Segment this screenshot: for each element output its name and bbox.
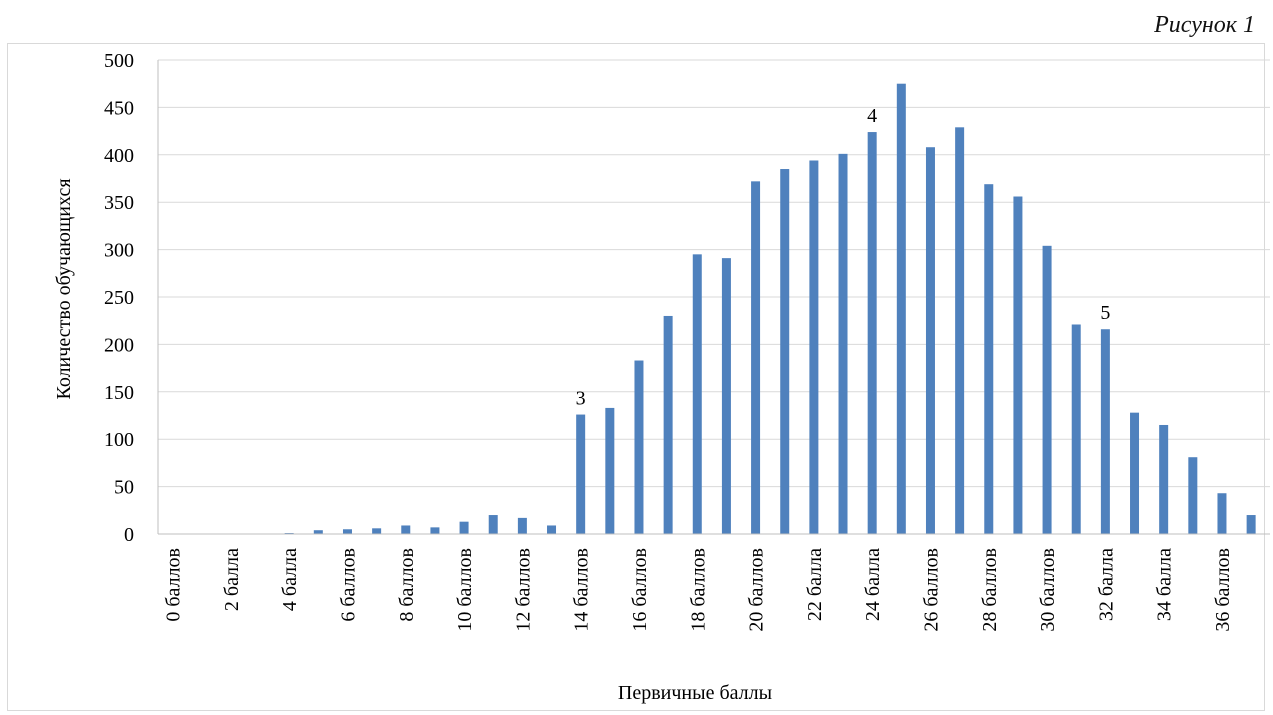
x-tick-label: 4 балла (279, 548, 301, 611)
y-tick-label: 500 (104, 50, 134, 72)
bar (372, 528, 382, 534)
y-axis-title: Количество обучающихся (53, 178, 75, 399)
bar (721, 258, 731, 534)
bar (342, 529, 352, 534)
bar (751, 181, 761, 534)
y-tick-label: 300 (104, 240, 134, 262)
bar (576, 414, 586, 534)
x-tick-label: 26 баллов (920, 548, 942, 632)
bar (1013, 196, 1023, 534)
x-tick-label: 14 баллов (571, 548, 593, 632)
bar (547, 525, 557, 534)
bars (284, 83, 1256, 535)
x-tick-label: 34 балла (1154, 548, 1176, 621)
bar (692, 254, 702, 534)
y-tick-label: 100 (104, 429, 134, 451)
y-tick-labels: 0 50 100 150 200 250 300 350 400 450 500 (104, 50, 134, 546)
bar (925, 147, 935, 534)
bar (488, 515, 498, 534)
annotation-label: 3 (576, 388, 586, 410)
gridlines (158, 59, 1270, 488)
bar (1100, 329, 1110, 534)
bar (517, 517, 527, 534)
bar (867, 132, 877, 535)
bar (459, 521, 469, 534)
bar (313, 530, 323, 534)
bar (780, 169, 790, 534)
x-tick-label: 0 баллов (163, 548, 185, 622)
bar (809, 160, 819, 535)
x-tick-label: 24 балла (862, 548, 884, 621)
y-tick-label: 400 (104, 145, 134, 167)
bar (430, 527, 440, 534)
x-axis-title: Первичные баллы (618, 682, 772, 704)
bar (663, 315, 673, 534)
bar (896, 83, 906, 534)
bar (634, 360, 644, 534)
x-tick-label: 22 балла (804, 548, 826, 621)
bar (401, 525, 411, 534)
y-tick-label: 0 (124, 524, 134, 546)
x-tick-label: 30 баллов (1037, 548, 1059, 632)
axes (157, 60, 1270, 535)
bar (955, 127, 965, 534)
bar (1217, 493, 1227, 534)
x-tick-label: 16 баллов (629, 548, 651, 632)
x-tick-label: 32 балла (1095, 548, 1117, 621)
figure-label: Рисунок 1 (1154, 12, 1255, 38)
annotation-label: 4 (867, 105, 877, 127)
x-tick-labels: 0 баллов 2 балла 4 балла 6 баллов 8 баллов 10… (163, 548, 1234, 632)
x-tick-label: 8 баллов (396, 548, 418, 622)
bar (1246, 515, 1256, 534)
bar (1042, 245, 1052, 534)
annotations: 3 4 5 (576, 105, 1111, 410)
bar (1159, 424, 1169, 534)
x-tick-label: 12 баллов (512, 548, 534, 632)
y-tick-label: 450 (104, 97, 134, 119)
chart-frame (7, 43, 1265, 711)
annotation-label: 5 (1100, 302, 1110, 324)
y-tick-label: 250 (104, 287, 134, 309)
x-tick-label: 18 баллов (687, 548, 709, 632)
bar (1071, 324, 1081, 534)
x-tick-label: 6 баллов (337, 548, 359, 622)
y-tick-label: 150 (104, 382, 134, 404)
bar (984, 184, 994, 534)
x-tick-label: 10 баллов (454, 548, 476, 632)
x-tick-label: 20 баллов (746, 548, 768, 632)
bar (605, 407, 615, 534)
x-tick-label: 28 баллов (979, 548, 1001, 632)
bar (1130, 412, 1140, 534)
x-tick-label: 2 балла (221, 548, 243, 611)
y-tick-label: 200 (104, 334, 134, 356)
x-tick-label: 36 баллов (1212, 548, 1234, 632)
y-tick-label: 350 (104, 192, 134, 214)
y-tick-label: 50 (114, 477, 134, 499)
bar (1188, 457, 1198, 534)
bar (838, 153, 848, 534)
